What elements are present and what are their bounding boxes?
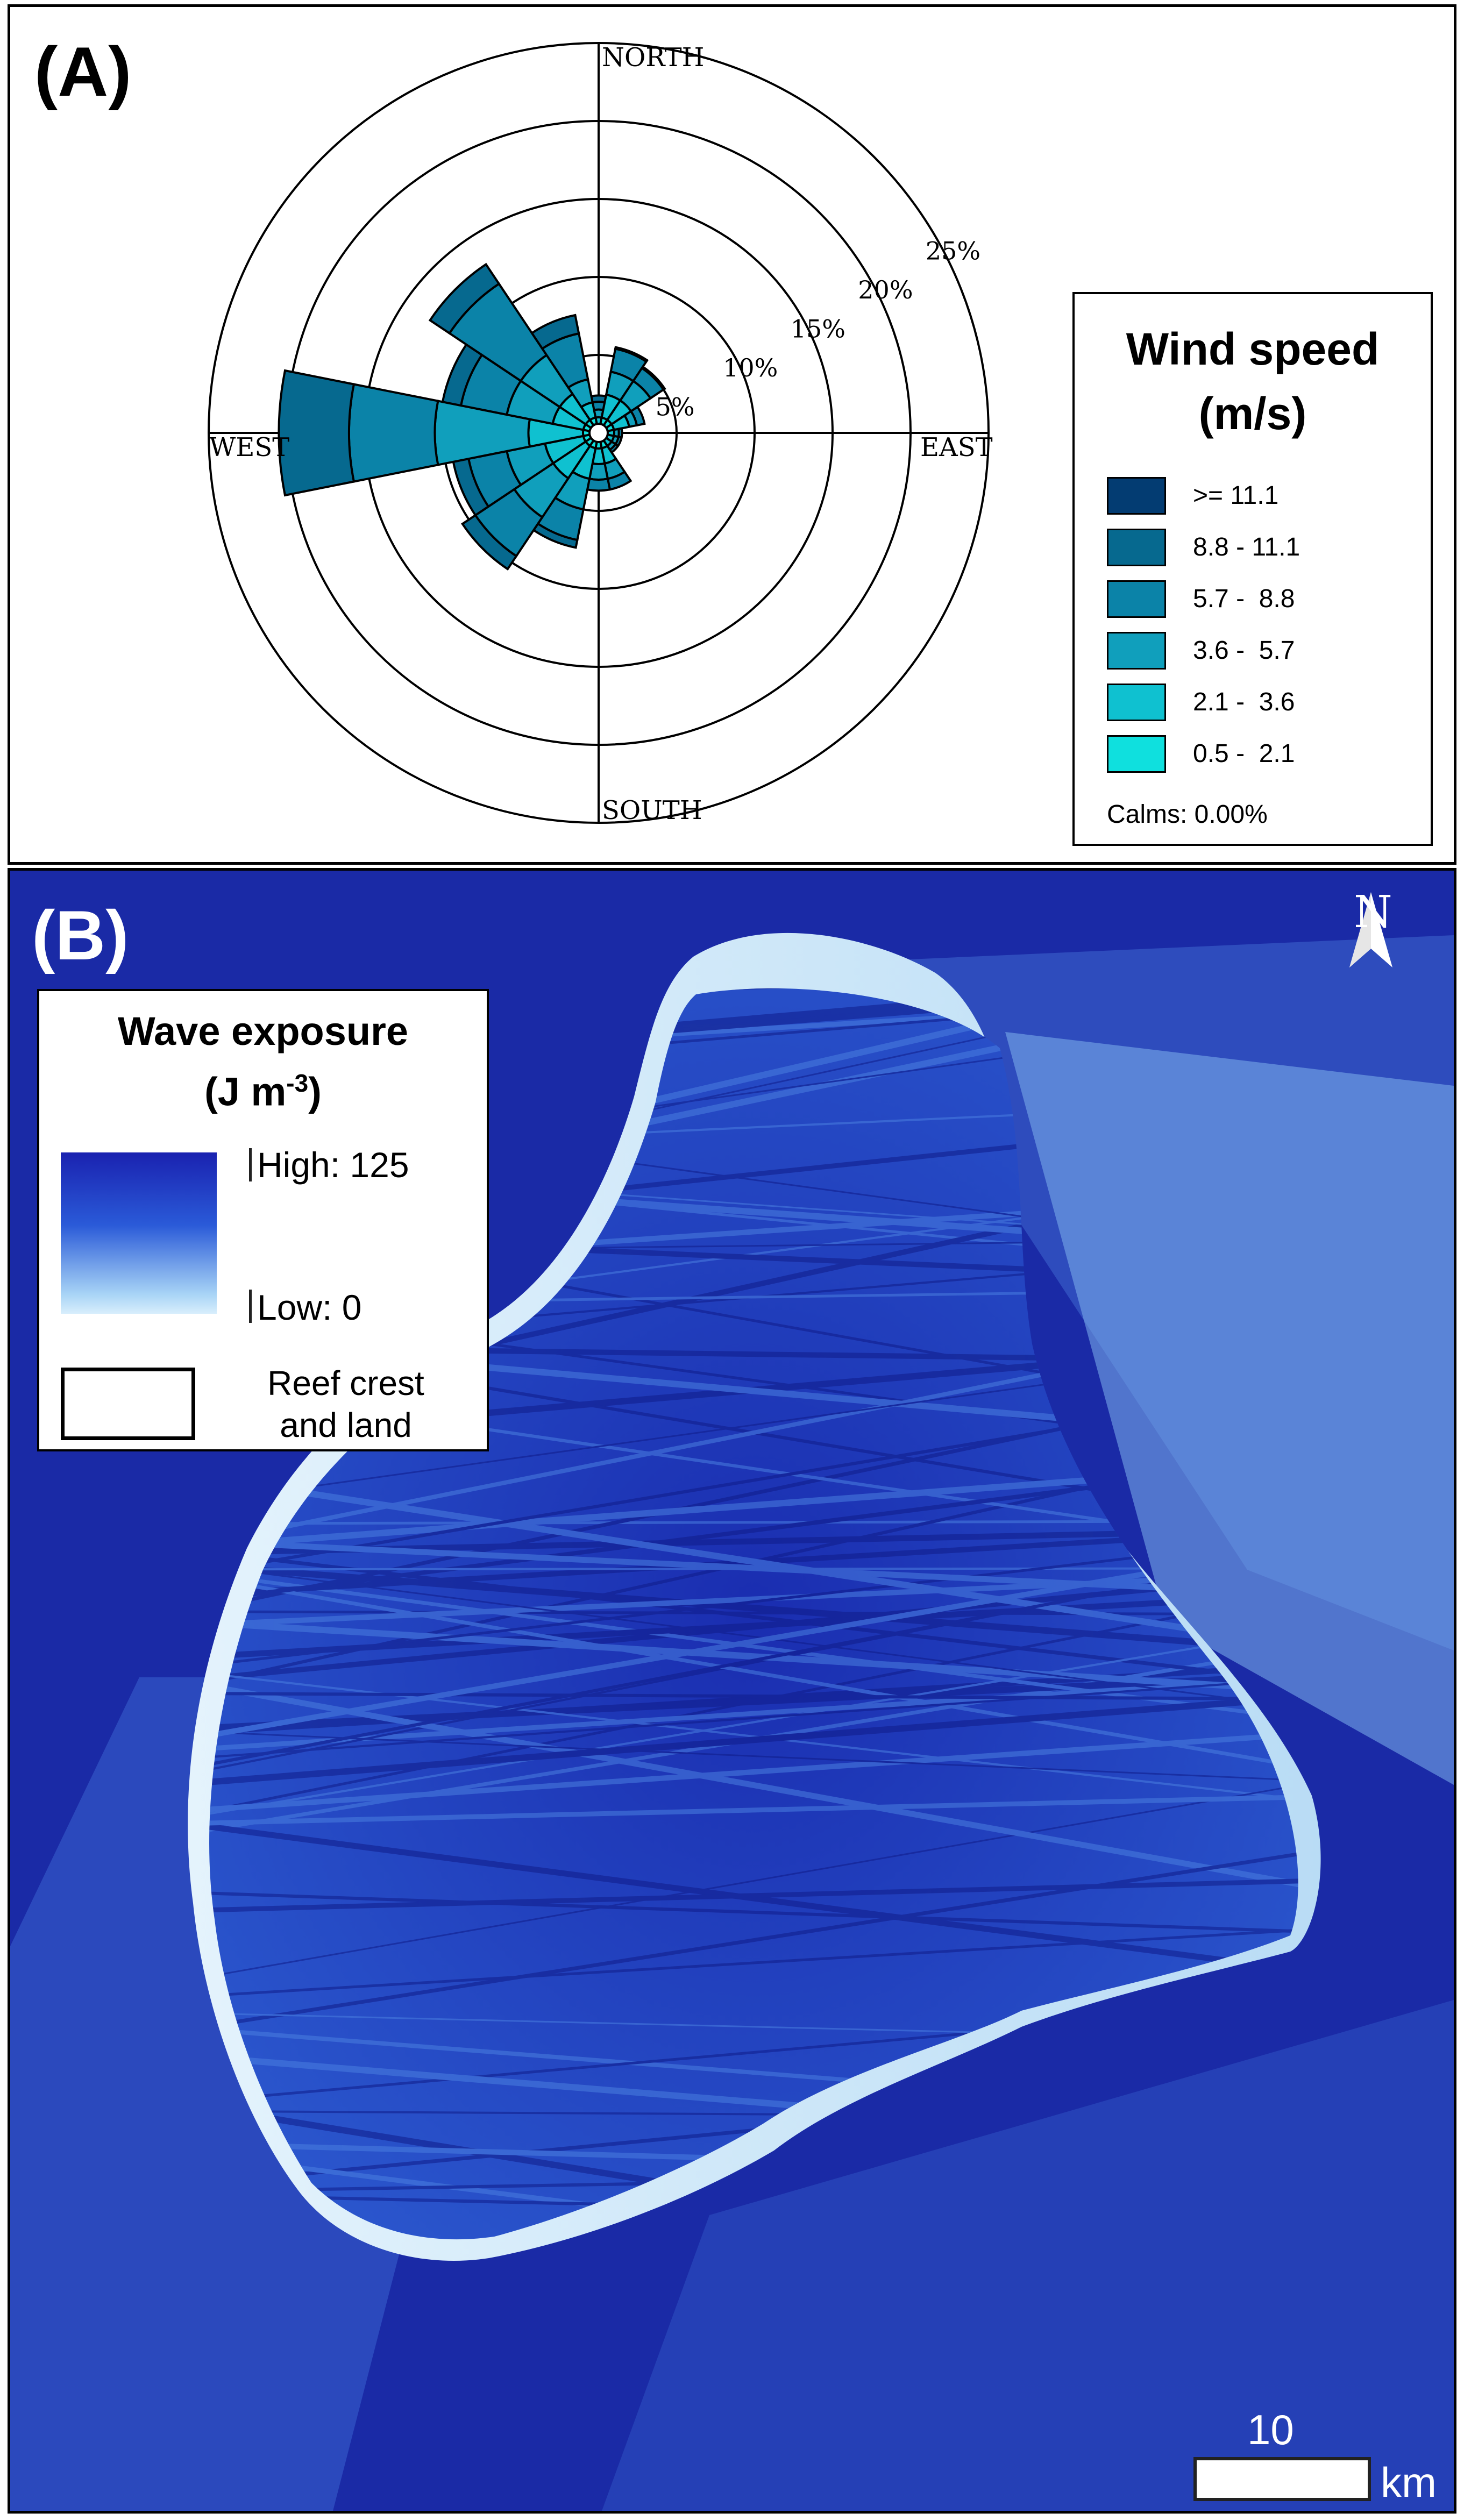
- wind-class-swatch: [1107, 684, 1166, 721]
- fetch-line: [209, 1668, 1298, 1804]
- rose-wedge-270-class-4: [278, 369, 356, 497]
- wind-class-label: 0.5 - 2.1: [1193, 739, 1295, 768]
- ramp-tick-low: [249, 1290, 252, 1323]
- ramp-high-label: High: 125: [257, 1145, 409, 1185]
- direction-north: NORTH: [602, 42, 705, 73]
- rose-center-circle: [588, 423, 609, 443]
- panel-a-label: (A): [34, 32, 132, 111]
- calms-text: Calms: 0.00%: [1107, 800, 1268, 829]
- wind-class-label: 5.7 - 8.8: [1193, 585, 1295, 613]
- fetch-line: [209, 1610, 1298, 1616]
- scale-value: 10: [1247, 2406, 1294, 2453]
- rose-wedge-67.5-class-3: [629, 405, 646, 427]
- fetch-line: [209, 1676, 1298, 1761]
- ring-label-25: 25%: [926, 237, 980, 266]
- wind-class-swatch: [1107, 580, 1166, 618]
- ramp-low-label: Low: 0: [257, 1287, 362, 1327]
- panel-b-label: (B): [32, 896, 129, 974]
- fetch-line: [209, 1546, 1298, 1687]
- rose-wedge-180-class-3: [586, 477, 612, 492]
- fetch-line: [209, 1927, 1298, 1999]
- wave-legend-title: Wave exposure: [117, 1009, 409, 1053]
- wind-class-swatch: [1107, 477, 1166, 515]
- fetch-line: [209, 1729, 1298, 1783]
- fetch-line: [209, 1540, 1298, 1745]
- southeast-shadow-zone: [602, 2000, 1454, 2511]
- wind-legend-unit: (m/s): [1198, 388, 1307, 439]
- fetch-line: [209, 1794, 1298, 1827]
- fetch-line: [209, 1729, 1298, 1815]
- wind-speed-legend: Wind speed (m/s) >= 11.1 8.8 - 11.1 5.7 - …: [1072, 292, 1433, 846]
- fetch-line: [209, 1692, 1298, 1789]
- reef-crest-swatch: [61, 1368, 195, 1440]
- wind-class-swatch: [1107, 632, 1166, 670]
- rose-wedge-225-class-4: [461, 514, 518, 571]
- fetch-line: [209, 1890, 1298, 1934]
- rose-wedge-0-class-4: [590, 394, 607, 404]
- fetch-line: [209, 1671, 1298, 1733]
- rose-wedge-337.5-class-4: [530, 314, 580, 351]
- wind-rose-chart: 5% 10% 15% 20% 25% NORTH SOUTH EAST WEST: [208, 42, 993, 825]
- north-label: N: [1354, 887, 1392, 938]
- fetch-line: [209, 1691, 1298, 1701]
- rose-ring-labels: 5% 10% 15% 20% 25%: [656, 237, 981, 422]
- scale-unit: km: [1381, 2459, 1437, 2506]
- rose-bars: [278, 262, 666, 571]
- fetch-line: [209, 1625, 1298, 1821]
- wind-class-swatch: [1107, 735, 1166, 773]
- wind-legend-title: Wind speed: [1126, 324, 1380, 374]
- direction-east: EAST: [920, 432, 993, 462]
- wind-class-swatch: [1107, 529, 1166, 566]
- fetch-line: [209, 1537, 1298, 1599]
- wave-exposure-legend: Wave exposure (J m-3) High: 125 Low: 0 R…: [37, 989, 489, 1451]
- wave-legend-unit: (J m-3): [204, 1069, 322, 1114]
- north-arrow-shade: [1349, 892, 1371, 967]
- fetch-line: [209, 1617, 1298, 1696]
- rose-wedge-270-class-3: [348, 383, 439, 483]
- wind-class-label: >= 11.1: [1193, 481, 1279, 510]
- fetch-line: [209, 1779, 1298, 1984]
- ring-label-20: 20%: [858, 275, 913, 304]
- wave-exposure-color-ramp: [61, 1152, 217, 1314]
- east-light-zone: [1005, 1032, 1454, 1785]
- scale-bar: [1193, 2457, 1371, 2501]
- ring-label-5: 5%: [656, 393, 695, 422]
- fetch-line: [209, 1676, 1298, 1893]
- fetch-line: [209, 1569, 1298, 1629]
- panel-b-wave-exposure-map: (B) N Wave exposure (J m-3) High: 125 Lo…: [8, 868, 1456, 2514]
- fetch-line: [209, 1469, 1298, 1654]
- rose-wedge-45-class-4: [640, 365, 666, 391]
- wind-class-label: 3.6 - 5.7: [1193, 636, 1295, 665]
- reef-crest-label: Reef crest and land: [267, 1364, 424, 1444]
- fetch-line: [209, 1570, 1298, 1774]
- ring-label-10: 10%: [723, 353, 778, 382]
- fetch-line: [209, 1877, 1298, 1914]
- wind-class-label: 8.8 - 11.1: [1193, 533, 1300, 561]
- rose-wedge-22.5-class-4: [614, 346, 649, 364]
- ramp-tick-high: [249, 1148, 252, 1181]
- fetch-line: [209, 1561, 1298, 1712]
- direction-west: WEST: [209, 432, 289, 462]
- fetch-line: [209, 1847, 1298, 2034]
- wave-exposure-map: [10, 871, 1454, 2511]
- ring-label-15: 15%: [791, 315, 845, 344]
- rose-wedge-315-class-4: [428, 262, 501, 335]
- panel-a-wind-rose: (A) 5% 10% 15% 20% 25% NORTH SOUTH EAST WEST…: [8, 4, 1456, 865]
- direction-south: SOUTH: [602, 795, 702, 825]
- wind-class-label: 2.1 - 3.6: [1193, 688, 1295, 716]
